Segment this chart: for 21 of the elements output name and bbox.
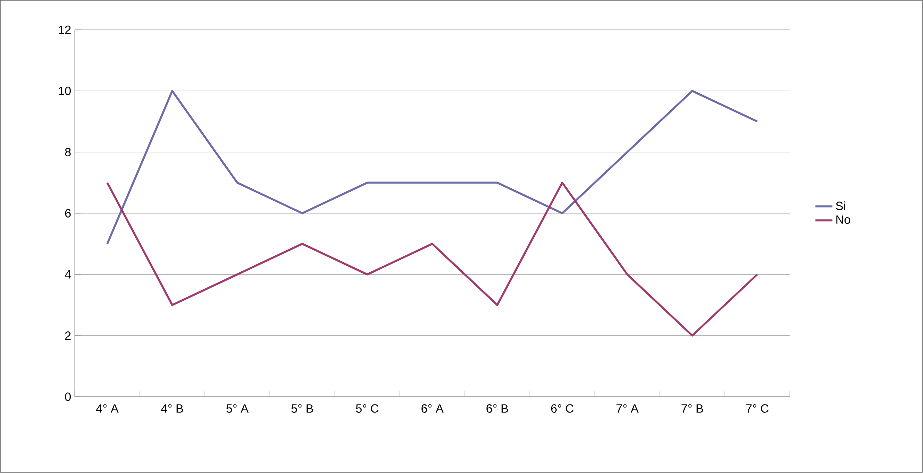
line-series: [106, 182, 759, 337]
x-tick-label: 6° B: [486, 404, 508, 413]
legend-label: Si: [836, 202, 846, 210]
x-tick-label: 7° A: [616, 404, 639, 413]
x-tick-label: 6° A: [422, 404, 444, 413]
x-tick-label: 7° C: [746, 404, 769, 413]
y-tick-label: 10: [59, 86, 72, 96]
x-tick-label: 5° A: [226, 404, 249, 413]
y-tick-label: 12: [59, 26, 71, 34]
y-tick-label: 2: [65, 332, 71, 340]
x-tick-label: 4° B: [161, 404, 184, 413]
x-tick-label: 5° B: [292, 404, 314, 413]
y-tick-label: 0: [65, 392, 72, 402]
x-tick-label: 5° C: [356, 404, 379, 413]
y-tick-label: 6: [65, 209, 71, 218]
x-tick-label: 6° C: [551, 404, 574, 413]
y-tick-label: 8: [65, 148, 71, 157]
legend-label: No: [836, 216, 850, 224]
x-tick-label: 4° A: [96, 404, 119, 413]
x-tick-label: 7° B: [682, 404, 704, 413]
y-tick-label: 4: [65, 270, 72, 279]
